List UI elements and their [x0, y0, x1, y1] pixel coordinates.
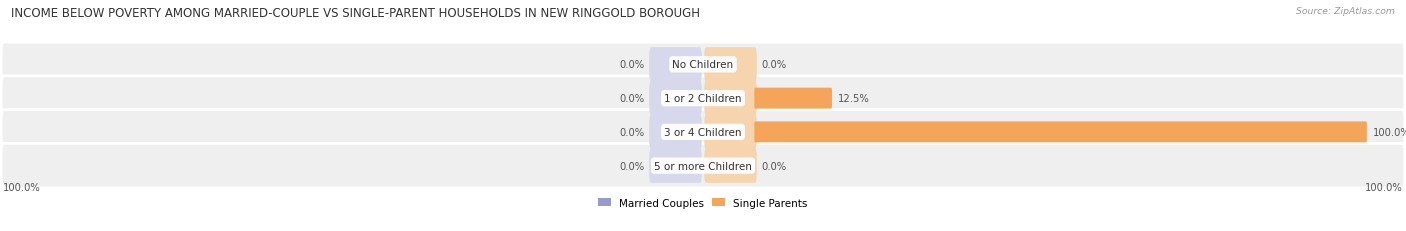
Text: 0.0%: 0.0% — [761, 60, 786, 70]
Text: 100.0%: 100.0% — [1372, 127, 1406, 137]
Text: No Children: No Children — [672, 60, 734, 70]
FancyBboxPatch shape — [1, 76, 1405, 121]
FancyBboxPatch shape — [1, 144, 1405, 188]
Legend: Married Couples, Single Parents: Married Couples, Single Parents — [595, 195, 811, 211]
FancyBboxPatch shape — [704, 82, 756, 116]
FancyBboxPatch shape — [755, 122, 1367, 143]
FancyBboxPatch shape — [1, 110, 1405, 155]
FancyBboxPatch shape — [650, 149, 702, 183]
Text: Source: ZipAtlas.com: Source: ZipAtlas.com — [1296, 7, 1395, 16]
Text: INCOME BELOW POVERTY AMONG MARRIED-COUPLE VS SINGLE-PARENT HOUSEHOLDS IN NEW RIN: INCOME BELOW POVERTY AMONG MARRIED-COUPL… — [11, 7, 700, 20]
Text: 100.0%: 100.0% — [3, 182, 41, 192]
Text: 12.5%: 12.5% — [838, 94, 869, 104]
Text: 1 or 2 Children: 1 or 2 Children — [664, 94, 742, 104]
Text: 5 or more Children: 5 or more Children — [654, 161, 752, 171]
FancyBboxPatch shape — [704, 149, 756, 183]
Text: 3 or 4 Children: 3 or 4 Children — [664, 127, 742, 137]
Text: 0.0%: 0.0% — [620, 94, 645, 104]
FancyBboxPatch shape — [1, 43, 1405, 87]
FancyBboxPatch shape — [704, 48, 756, 82]
FancyBboxPatch shape — [650, 82, 702, 116]
FancyBboxPatch shape — [755, 88, 832, 109]
FancyBboxPatch shape — [650, 115, 702, 149]
Text: 0.0%: 0.0% — [620, 60, 645, 70]
Text: 0.0%: 0.0% — [620, 161, 645, 171]
FancyBboxPatch shape — [704, 115, 756, 149]
Text: 0.0%: 0.0% — [761, 161, 786, 171]
FancyBboxPatch shape — [650, 48, 702, 82]
Text: 0.0%: 0.0% — [620, 127, 645, 137]
Text: 100.0%: 100.0% — [1365, 182, 1403, 192]
